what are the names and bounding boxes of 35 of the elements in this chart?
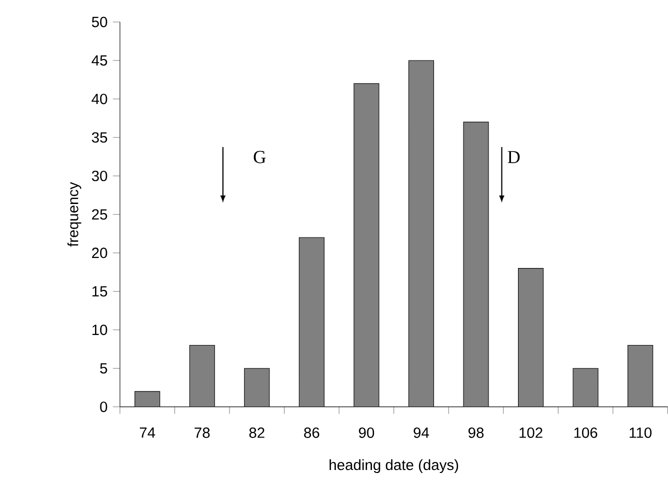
- y-tick-label: 50: [92, 16, 108, 28]
- y-tick-label: 20: [92, 248, 108, 258]
- x-tick-label: 78: [194, 428, 210, 438]
- x-tick-label: 74: [140, 428, 156, 438]
- x-tick-label: 106: [574, 428, 598, 438]
- y-tick-label: 5: [100, 363, 108, 374]
- bar: [190, 345, 215, 407]
- y-tick-label: 30: [92, 170, 108, 182]
- y-tick-label: 15: [92, 286, 108, 297]
- y-tick-label: 0: [100, 402, 108, 412]
- y-tick-label: 25: [92, 209, 108, 220]
- y-tick-label: 45: [92, 55, 108, 66]
- x-tick-label: 98: [468, 428, 484, 438]
- bar: [134, 392, 160, 407]
- bar: [518, 268, 544, 407]
- bar: [464, 122, 488, 407]
- x-tick-label: 102: [520, 428, 542, 438]
- bar: [354, 84, 379, 407]
- x-tick-label: 82: [249, 428, 264, 438]
- x-tick-label: 90: [358, 428, 374, 438]
- bar: [299, 238, 324, 407]
- x-tick-label: 110: [630, 428, 652, 438]
- y-axis-title: frequency: [67, 182, 82, 247]
- x-tick-label: 94: [414, 428, 429, 438]
- bar: [244, 368, 270, 407]
- x-tick-label: 86: [304, 428, 320, 438]
- annotation: G: [254, 151, 266, 164]
- y-tick-label: 35: [92, 132, 108, 143]
- y-tick-label: 10: [92, 324, 108, 336]
- x-axis-title: heading date (days): [330, 459, 458, 474]
- bar: [408, 60, 434, 407]
- bar: [573, 368, 598, 407]
- y-tick-label: 40: [92, 94, 108, 104]
- bar: [628, 345, 654, 407]
- annotation: D: [508, 151, 520, 164]
